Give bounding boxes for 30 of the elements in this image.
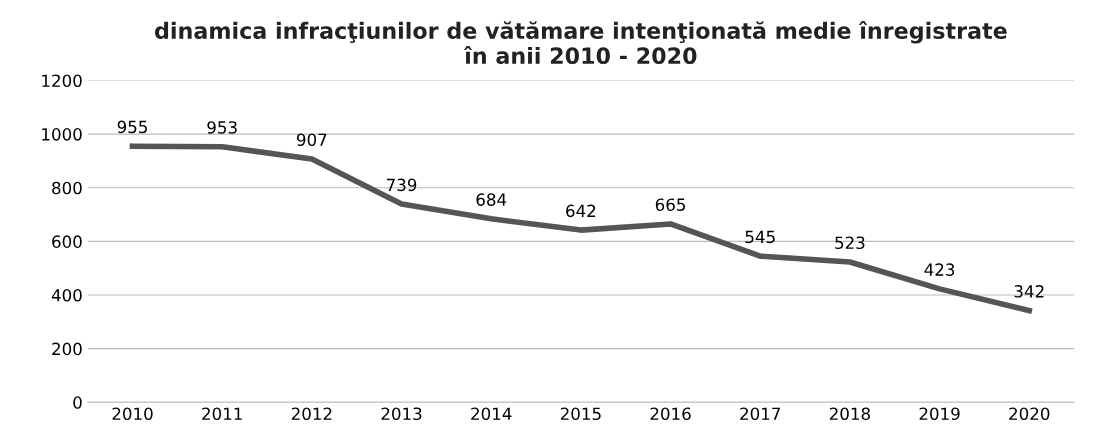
y-tick-label: 800	[52, 181, 82, 195]
data-label: 523	[835, 236, 865, 250]
data-label: 953	[207, 121, 237, 134]
x-tick-label: 2012	[291, 407, 332, 421]
x-tick-label: 2015	[560, 407, 601, 421]
x-tick-label: 2020	[1009, 407, 1050, 421]
x-tick-label: 2019	[919, 407, 960, 421]
y-tick-label: 400	[51, 288, 82, 302]
data-label: 665	[655, 198, 685, 211]
y-tick-label: 1000	[42, 128, 82, 141]
y-tick-label: 0	[73, 396, 82, 409]
data-label: 955	[117, 120, 147, 134]
x-tick-label: 2016	[650, 407, 691, 421]
data-label: 642	[566, 204, 596, 218]
x-tick-label: 2018	[829, 407, 870, 421]
x-tick-label: 2011	[202, 407, 242, 421]
y-tick-label: 1200	[42, 74, 82, 88]
data-label: 545	[745, 230, 775, 244]
x-tick-label: 2017	[740, 407, 781, 421]
data-label: 423	[924, 263, 955, 276]
x-tick-label: 2010	[112, 407, 153, 421]
data-label: 907	[297, 133, 327, 147]
y-tick-label: 600	[52, 235, 82, 248]
data-label: 739	[387, 178, 417, 192]
chart-title: dinamica infracţiunilor de vătămare intenţionată medie înregistrate în anii 2010 - 2020	[155, 20, 1007, 65]
x-tick-label: 2013	[381, 407, 422, 421]
x-tick-label: 2014	[471, 407, 512, 421]
data-label: 684	[476, 193, 507, 206]
y-tick-label: 200	[52, 342, 82, 356]
data-label: 342	[1014, 285, 1044, 298]
